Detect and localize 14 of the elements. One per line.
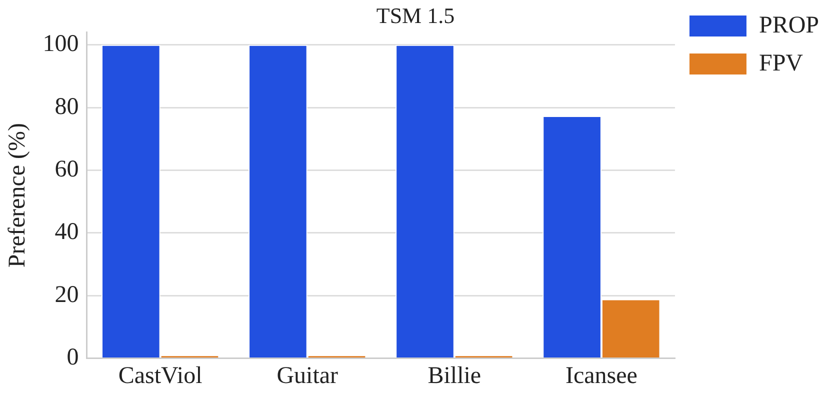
y-tick-label: 40 <box>54 219 79 246</box>
x-tick-label: Icansee <box>565 362 638 389</box>
x-tick-label: Billie <box>428 362 482 389</box>
y-tick-label: 0 <box>66 344 79 370</box>
chart-title: TSM 1.5 <box>376 2 455 28</box>
legend-label: FPV <box>758 50 804 76</box>
x-tick-label: CastViol <box>118 362 203 389</box>
x-tick-label: Guitar <box>276 362 338 389</box>
y-axis-title: Preference (%) <box>4 123 31 268</box>
y-tick-label: 60 <box>54 156 79 183</box>
y-tick-label: 80 <box>54 94 79 120</box>
legend-label: PROP <box>758 12 820 38</box>
y-tick-label: 100 <box>42 31 79 58</box>
y-tick-label: 20 <box>54 282 79 308</box>
